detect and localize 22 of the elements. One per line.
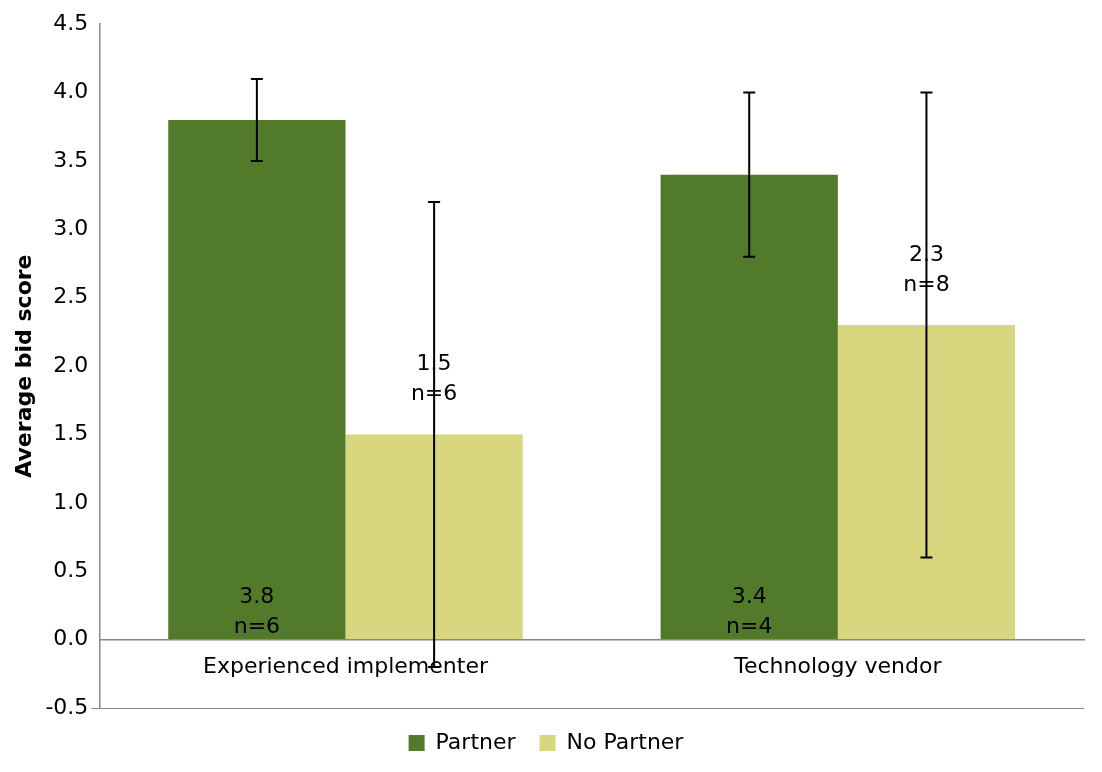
bar — [345, 434, 523, 640]
legend-label: No Partner — [566, 728, 685, 754]
y-tick-label: -0.5 — [45, 693, 89, 719]
y-tick-label: 0.0 — [53, 625, 89, 651]
y-tick-label: 1.5 — [53, 420, 89, 446]
y-tick-label: 3.0 — [53, 215, 89, 241]
y-tick-label: 2.0 — [53, 351, 89, 377]
y-tick-label: 0.5 — [53, 556, 89, 582]
y-tick-label: 1.0 — [53, 488, 89, 514]
data-label: 3.8 n=6 — [233, 583, 281, 639]
y-tick-label: 4.5 — [53, 9, 89, 35]
y-tick-label: 3.5 — [53, 146, 89, 172]
x-tick-label: Technology vendor — [733, 652, 943, 678]
bar — [660, 174, 838, 640]
y-axis-title: Average bid score — [10, 254, 36, 478]
x-tick-label: Experienced implementer — [203, 652, 489, 678]
bar — [168, 119, 346, 640]
y-tick-label: 4.0 — [53, 78, 89, 104]
data-label: 3.4 n=4 — [726, 583, 773, 639]
bar — [837, 325, 1016, 640]
y-tick-label: 2.5 — [53, 283, 89, 309]
legend-label: Partner — [435, 728, 517, 754]
